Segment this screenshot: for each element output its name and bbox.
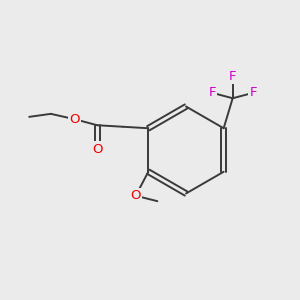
Text: F: F [249, 86, 257, 99]
Text: F: F [229, 70, 236, 83]
Text: O: O [130, 189, 141, 202]
Text: O: O [92, 143, 103, 156]
Text: F: F [208, 86, 216, 99]
Text: O: O [70, 113, 80, 126]
